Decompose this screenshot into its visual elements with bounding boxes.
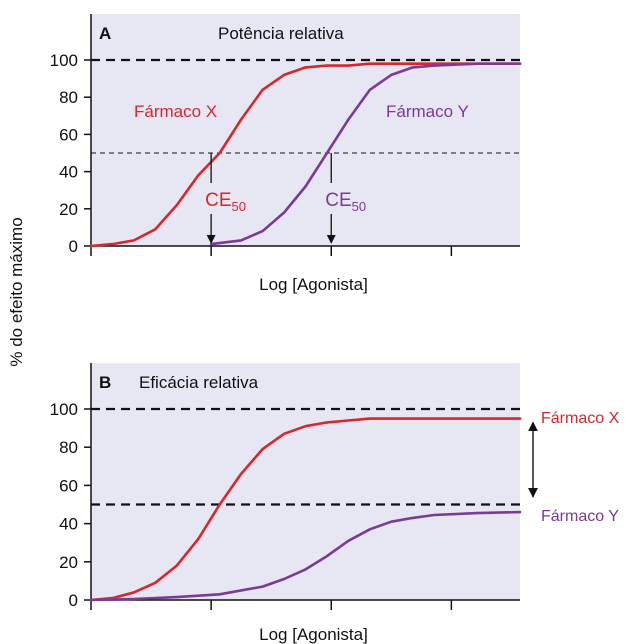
side-label-x: Fármaco X [541,410,620,427]
ec50-label: CE50 [205,190,246,214]
series-line-y [209,62,522,246]
y-tick-label: 60 [59,476,78,495]
y-tick-label: 20 [59,200,78,219]
panel-b: 0 20 40 60 80 100 B Eficácia relativa Log [Agoni… [50,363,620,644]
ec50-label: CE50 [325,190,366,214]
panel-title: Eficácia relativa [139,373,259,392]
series-label-x: Fármaco X [134,102,217,121]
y-axis-label: % do efeito máximo [7,217,26,366]
y-tick-label: 80 [59,438,78,457]
series-line-x [89,62,522,248]
y-tick-label: 40 [59,163,78,182]
series-label-y: Fármaco Y [386,102,469,121]
plot-area [91,14,520,246]
y-tick-label: 0 [69,591,78,610]
y-tick-label: 0 [69,237,78,256]
y-tick-label: 100 [50,400,78,419]
y-tick-label: 80 [59,88,78,107]
panel-title: Potência relativa [218,24,344,43]
series-line-x [89,417,522,602]
y-tick-label: 40 [59,515,78,534]
series-line-y [89,510,522,602]
y-tick-label: 100 [50,51,78,70]
side-label-y: Fármaco Y [541,508,619,525]
plot-area [91,363,520,600]
x-axis-label: Log [Agonista] [259,275,368,294]
panel-letter: B [99,373,111,392]
y-tick-label: 60 [59,125,78,144]
x-axis-label: Log [Agonista] [259,625,368,644]
panel-letter: A [99,24,111,43]
panel-a: 0 20 40 60 80 100 A Potência relativa Log [Agoni… [50,14,522,294]
y-tick-label: 20 [59,553,78,572]
